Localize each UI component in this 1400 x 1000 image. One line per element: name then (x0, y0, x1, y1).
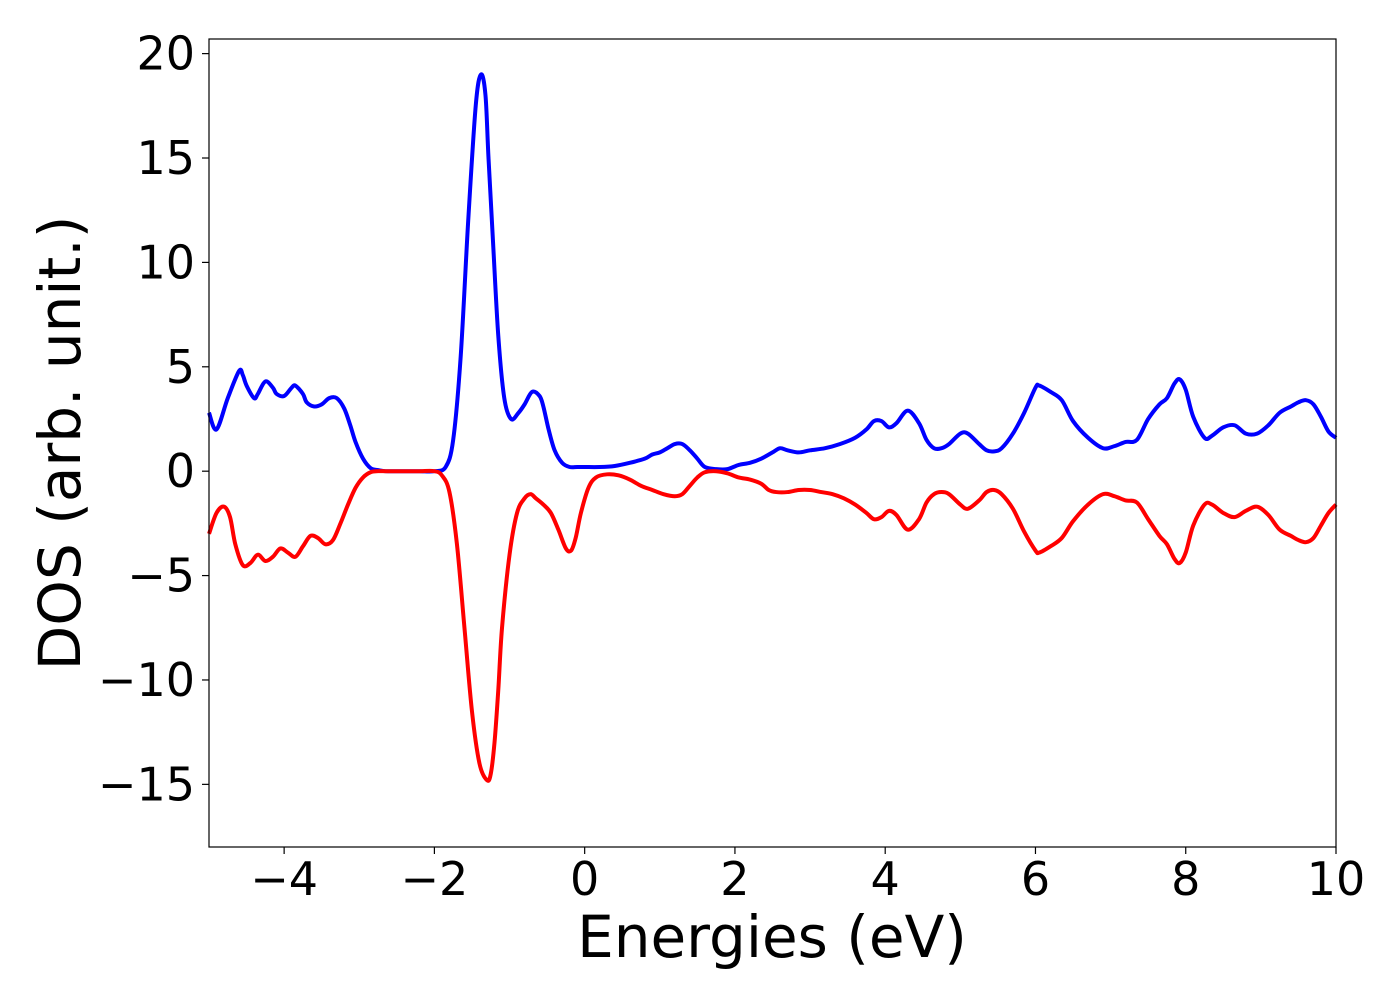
x-tick-label: −2 (400, 852, 468, 906)
y-tick-label: 5 (166, 340, 195, 394)
x-axis-label: Energies (eV) (577, 903, 967, 971)
x-tick-label: −4 (250, 852, 318, 906)
y-tick-label: 15 (136, 131, 195, 185)
y-tick-label: 0 (166, 444, 195, 498)
x-tick-label: 0 (570, 852, 599, 906)
x-tick-label: 2 (720, 852, 749, 906)
y-tick-label: 10 (136, 235, 195, 289)
y-tick-label: −10 (98, 653, 195, 707)
y-tick-label: 20 (136, 27, 195, 81)
series-layer (207, 72, 1338, 783)
x-tick-label: 8 (1171, 852, 1200, 906)
series-line-1 (207, 72, 1338, 474)
series-line-2 (207, 468, 1338, 783)
x-tick-label: 6 (1021, 852, 1050, 906)
y-axis-ticks: −15 −10 −5 0 5 10 15 20 (98, 27, 209, 811)
x-tick-label: 10 (1307, 852, 1366, 906)
x-tick-label: 4 (871, 852, 900, 906)
plot-background (209, 39, 1336, 847)
plot-frame (208, 38, 1337, 848)
y-axis-label: DOS (arb. unit.) (26, 216, 94, 671)
y-tick-label: −5 (127, 549, 195, 603)
y-tick-label: −15 (98, 757, 195, 811)
x-axis-ticks: −4 −2 0 2 4 6 8 10 (250, 847, 1365, 906)
